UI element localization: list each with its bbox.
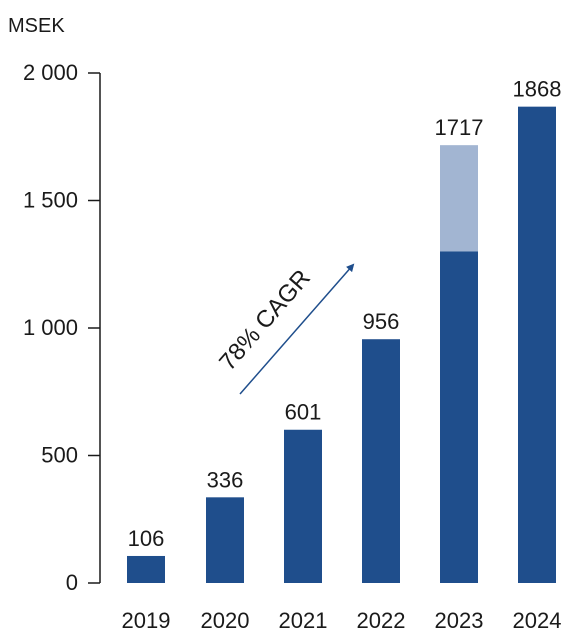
x-label-2020: 2020 [201,608,250,631]
data-label-2022: 956 [363,309,400,334]
data-label-2024: 1868 [513,77,562,102]
bar-2021-segment-1 [284,429,322,583]
y-tick-label: 1 500 [23,188,78,213]
y-axis-ticks: 0 500 1 000 1 500 2 000 [23,60,100,595]
cagr-annotation: 78% CAGR [214,263,355,395]
data-label-2021: 601 [285,400,322,425]
bar-2023-segment-1 [440,251,478,583]
bar-2019-segment-1 [127,555,165,583]
data-label-2023: 1717 [435,115,484,140]
unit-label: MSEK [8,15,65,37]
data-label-2019: 106 [128,526,165,551]
y-tick-label: 2 000 [23,60,78,85]
x-label-2023: 2023 [435,608,484,631]
bar-2022-segment-1 [362,339,400,583]
bar-2020-segment-1 [206,497,244,583]
x-axis-labels: 2019 2020 2021 2022 2023 2024 [122,608,562,631]
y-tick-label: 500 [41,443,78,468]
bar-2024-segment-1 [518,106,556,583]
cagr-arrow [239,263,355,395]
bars-group [127,106,556,583]
bar-2023-segment-2 [440,145,478,252]
y-tick-label: 0 [66,570,78,595]
y-tick-label: 1 000 [23,315,78,340]
cagr-label: 78% CAGR [214,265,316,376]
x-label-2019: 2019 [122,608,171,631]
x-label-2022: 2022 [357,608,406,631]
data-labels-group: 106 336 601 956 1717 1868 [128,77,562,551]
data-label-2020: 336 [207,467,244,492]
x-label-2024: 2024 [513,608,562,631]
x-label-2021: 2021 [279,608,328,631]
